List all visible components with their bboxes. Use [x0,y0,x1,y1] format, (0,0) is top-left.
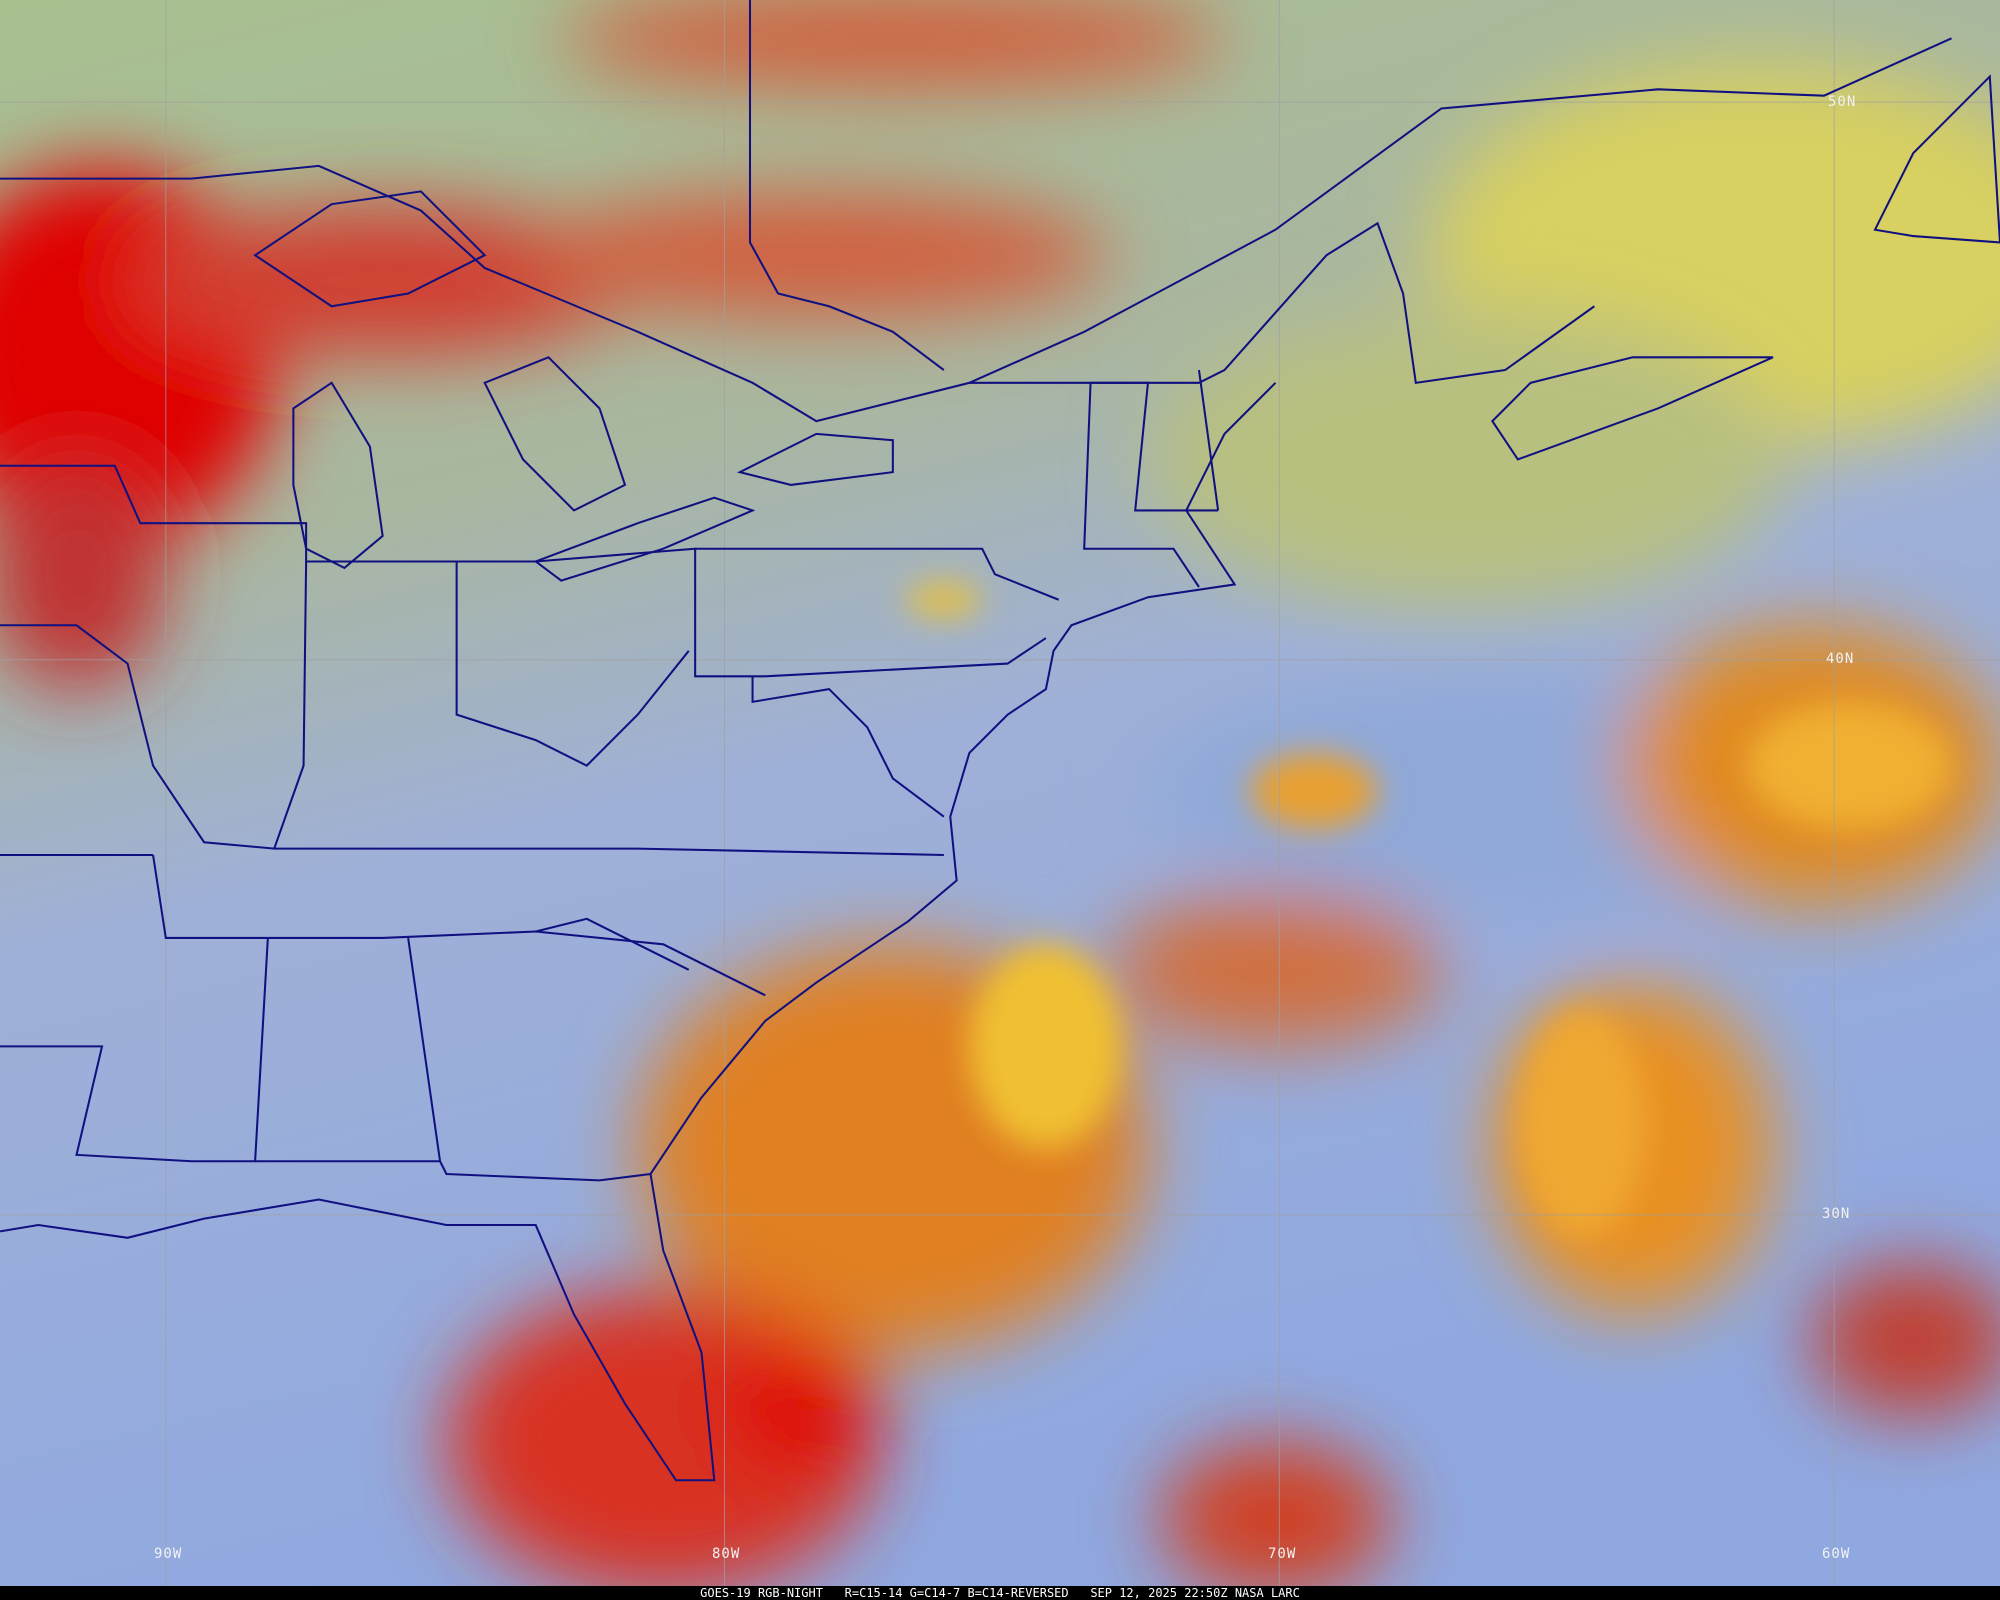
latitude-label-50n: 50N [1828,94,1857,110]
lake-ontario [736,432,894,486]
longitude-label-80w: 80W [712,1546,741,1562]
lake-superior [253,190,487,308]
longitude-label-90w: 90W [154,1546,183,1562]
political-boundaries [0,0,2000,1482]
lake-michigan [292,381,384,570]
caption-credit: NASA LARC [1234,1586,1300,1600]
east-coastline [0,382,1277,1482]
newfoundland [1873,74,2000,244]
state-lines [0,464,1047,678]
longitude-label-60w: 60W [1822,1546,1851,1562]
latitude-label-40n: 40N [1826,651,1855,667]
longitude-label-70w: 70W [1268,1546,1297,1562]
nova-scotia [1491,356,1774,461]
lake-erie [533,496,756,582]
lake-huron [483,356,627,512]
image-caption: GOES-19 RGB-NIGHT R=C15-14 G=C14-7 B=C14… [0,1586,2000,1600]
caption-timestamp: SEP 12, 2025 22:50Z [1090,1586,1228,1600]
canada-ontario-border [748,0,945,371]
latitude-label-30n: 30N [1822,1206,1851,1222]
caption-channels: R=C15-14 G=C14-7 B=C14-REVERSED [844,1586,1069,1600]
st-lawrence [968,37,1952,384]
caption-satellite: GOES-19 RGB-NIGHT [700,1586,823,1600]
